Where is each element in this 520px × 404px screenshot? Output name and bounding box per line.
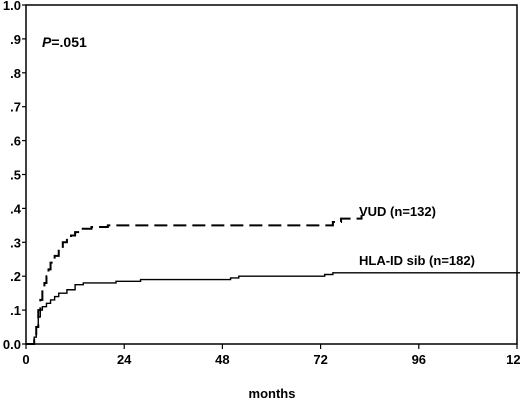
y-tick-label: 1.0 bbox=[3, 0, 21, 13]
series-line-1 bbox=[26, 272, 520, 345]
x-tick-label: 24 bbox=[117, 352, 132, 367]
y-tick-label: .8 bbox=[10, 66, 21, 81]
y-tick-label: .6 bbox=[10, 134, 21, 149]
y-axis: 0.0 .1 .2 .3 .4 .5 .6 .7 .8 .9 1.0 bbox=[3, 0, 26, 352]
series-layer bbox=[26, 215, 520, 345]
series-label-vud: VUD (n=132) bbox=[359, 204, 436, 219]
x-tick-label: 120 bbox=[506, 352, 520, 367]
p-value-italic: P bbox=[42, 34, 52, 50]
p-value-text: =.051 bbox=[51, 34, 87, 50]
y-tick-label: .2 bbox=[10, 269, 21, 284]
x-tick-label: 96 bbox=[412, 352, 426, 367]
series-line-0 bbox=[26, 215, 363, 345]
series-label-hla: HLA-ID sib (n=182) bbox=[359, 253, 475, 268]
y-tick-label: .5 bbox=[10, 168, 21, 183]
x-axis-label: months bbox=[249, 386, 296, 401]
x-tick-label: 48 bbox=[215, 352, 229, 367]
y-tick-label: 0.0 bbox=[3, 337, 21, 352]
x-tick-label: 72 bbox=[313, 352, 327, 367]
y-tick-label: .3 bbox=[10, 235, 21, 250]
x-tick-label: 0 bbox=[22, 352, 29, 367]
y-tick-label: .1 bbox=[10, 303, 21, 318]
p-value-annotation: P=.051 bbox=[42, 34, 87, 50]
y-tick-label: .7 bbox=[10, 100, 21, 115]
y-tick-label: .4 bbox=[10, 201, 22, 216]
x-axis: 0 24 48 72 96 120 bbox=[22, 344, 520, 367]
plot-frame bbox=[25, 4, 518, 345]
y-tick-label: .9 bbox=[10, 32, 21, 47]
